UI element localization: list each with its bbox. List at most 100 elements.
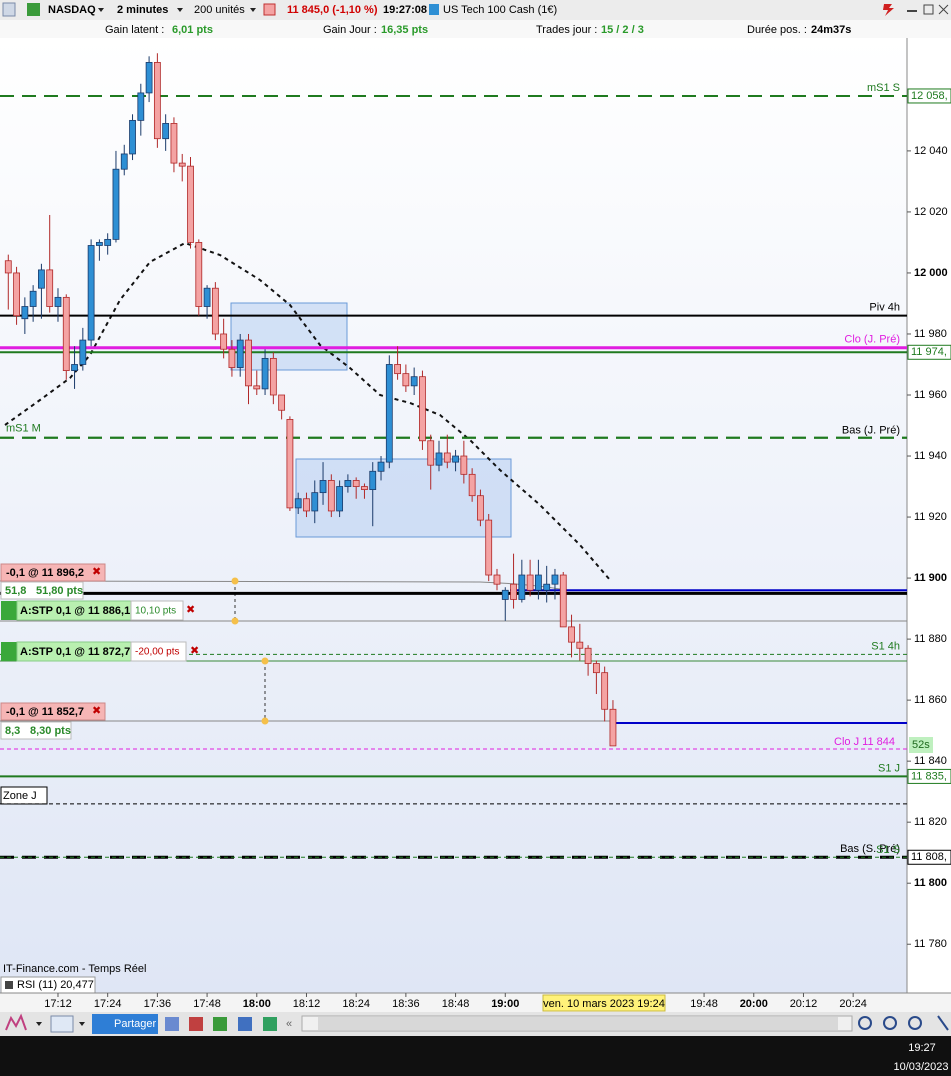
order-handle[interactable] xyxy=(231,577,239,585)
candle-body xyxy=(253,385,261,390)
scroll-left-fast[interactable]: « xyxy=(286,1018,292,1030)
candle-body xyxy=(178,162,186,167)
y-tick-label: 11 980 xyxy=(914,328,947,340)
tool-icon[interactable] xyxy=(263,1017,277,1031)
candle-body xyxy=(592,663,600,674)
y-tick-label: 11 820 xyxy=(914,816,947,828)
stats-bar xyxy=(0,20,951,38)
order-cancel[interactable]: ✖ xyxy=(186,604,195,616)
level-label: Bas (S. Pré) xyxy=(840,843,900,855)
candle-body xyxy=(518,574,526,600)
dropdown-arrow[interactable] xyxy=(177,8,183,12)
candle-body xyxy=(71,364,78,371)
candle-body xyxy=(195,242,203,307)
drag-handle[interactable] xyxy=(1,642,17,661)
order-handle[interactable] xyxy=(261,717,269,725)
order-cancel[interactable]: ✖ xyxy=(190,645,199,657)
order-handle[interactable] xyxy=(231,617,239,625)
candle-body xyxy=(361,486,368,490)
tool-icon[interactable] xyxy=(213,1017,227,1031)
timeframe[interactable]: 2 minutes xyxy=(117,4,168,16)
x-tick-label: 19:00 xyxy=(491,998,519,1010)
zoom-in[interactable] xyxy=(908,1016,922,1030)
tool-icon[interactable] xyxy=(189,1017,203,1031)
candle-body xyxy=(526,574,534,591)
scrollbar-thumb[interactable] xyxy=(318,1017,838,1030)
symbol-icon[interactable] xyxy=(27,3,40,16)
pan-tool[interactable] xyxy=(937,1015,949,1031)
dropdown-arrow[interactable] xyxy=(98,8,104,12)
candle-body xyxy=(162,123,170,140)
order-cancel[interactable]: ✖ xyxy=(92,566,101,578)
symbol[interactable]: NASDAQ xyxy=(48,4,96,16)
candle-body xyxy=(278,394,286,411)
candle-body xyxy=(79,339,87,365)
order-label: -0,1 @ 11 852,7 xyxy=(6,706,84,718)
candle-body xyxy=(46,269,54,307)
y-tick-label: 11 860 xyxy=(914,694,947,706)
top-toolbar xyxy=(0,0,951,20)
refresh-icon[interactable] xyxy=(883,4,894,16)
stat-value: 15 / 2 / 3 xyxy=(601,24,644,36)
level-axis-label: 12 058, xyxy=(911,90,948,102)
level-label: mS1 M xyxy=(6,423,41,435)
drag-handle[interactable] xyxy=(1,601,17,620)
stat-label: Gain latent : xyxy=(105,24,164,36)
candle-body xyxy=(153,62,161,140)
tool-icon[interactable] xyxy=(238,1017,252,1031)
y-tick-label: 11 960 xyxy=(914,389,947,401)
y-tick-label: 11 940 xyxy=(914,450,947,462)
candle-body xyxy=(137,92,145,121)
plot xyxy=(0,53,907,859)
order-box[interactable] xyxy=(0,702,106,721)
level-label: Zone J xyxy=(3,790,37,802)
dropdown-arrow[interactable] xyxy=(79,1022,85,1026)
level-label: S1 4h xyxy=(871,640,900,652)
candle-body xyxy=(402,373,410,387)
tool-icon[interactable] xyxy=(165,1017,179,1031)
candle-body xyxy=(609,708,617,747)
x-tick-label: 17:36 xyxy=(144,998,172,1010)
level-label: mS1 S xyxy=(867,82,900,94)
candle-body xyxy=(543,583,551,591)
candle-body xyxy=(228,348,236,368)
candle-body xyxy=(203,287,211,307)
level-axis-label: 11 835, xyxy=(911,770,947,782)
candle-body xyxy=(493,574,501,585)
candle-body xyxy=(419,376,426,442)
candle-body xyxy=(410,376,418,387)
candle-body xyxy=(460,455,468,475)
order-cancel[interactable]: ✖ xyxy=(92,705,101,717)
zoom-out[interactable] xyxy=(883,1016,897,1030)
level-label: Bas (J. Pré) xyxy=(842,425,900,437)
order-handle[interactable] xyxy=(261,657,269,665)
dropdown-arrow[interactable] xyxy=(250,8,256,12)
zoom-tool[interactable] xyxy=(858,1016,872,1030)
y-tick-label: 12 000 xyxy=(914,267,948,279)
candle-body xyxy=(327,480,335,512)
indicator-icon xyxy=(5,981,13,989)
chart-type-tool[interactable] xyxy=(50,1015,74,1033)
y-tick-label: 11 880 xyxy=(914,633,947,645)
trend-icon xyxy=(263,3,276,16)
candle-body xyxy=(187,165,194,243)
minimize-button[interactable] xyxy=(907,10,917,12)
candle-body xyxy=(427,440,435,466)
level-label: Clo J 11 844 xyxy=(834,736,895,748)
share-button[interactable] xyxy=(92,1014,158,1034)
candle-body xyxy=(286,419,294,509)
pnl-value: -20,00 pts xyxy=(135,647,179,658)
drawing-tool[interactable] xyxy=(5,1013,27,1031)
units[interactable]: 200 unités xyxy=(194,4,245,16)
menu-icon[interactable] xyxy=(2,2,16,17)
x-tick-label: 19:48 xyxy=(690,998,718,1010)
order-box[interactable] xyxy=(0,563,106,582)
close-button[interactable] xyxy=(938,4,949,15)
maximize-button[interactable] xyxy=(923,4,934,15)
x-tick-label: 18:12 xyxy=(293,998,321,1010)
candle-body xyxy=(13,272,20,317)
dropdown-arrow[interactable] xyxy=(36,1022,42,1026)
candle-body xyxy=(319,480,327,494)
pnl-points: 51,8 xyxy=(5,585,26,597)
